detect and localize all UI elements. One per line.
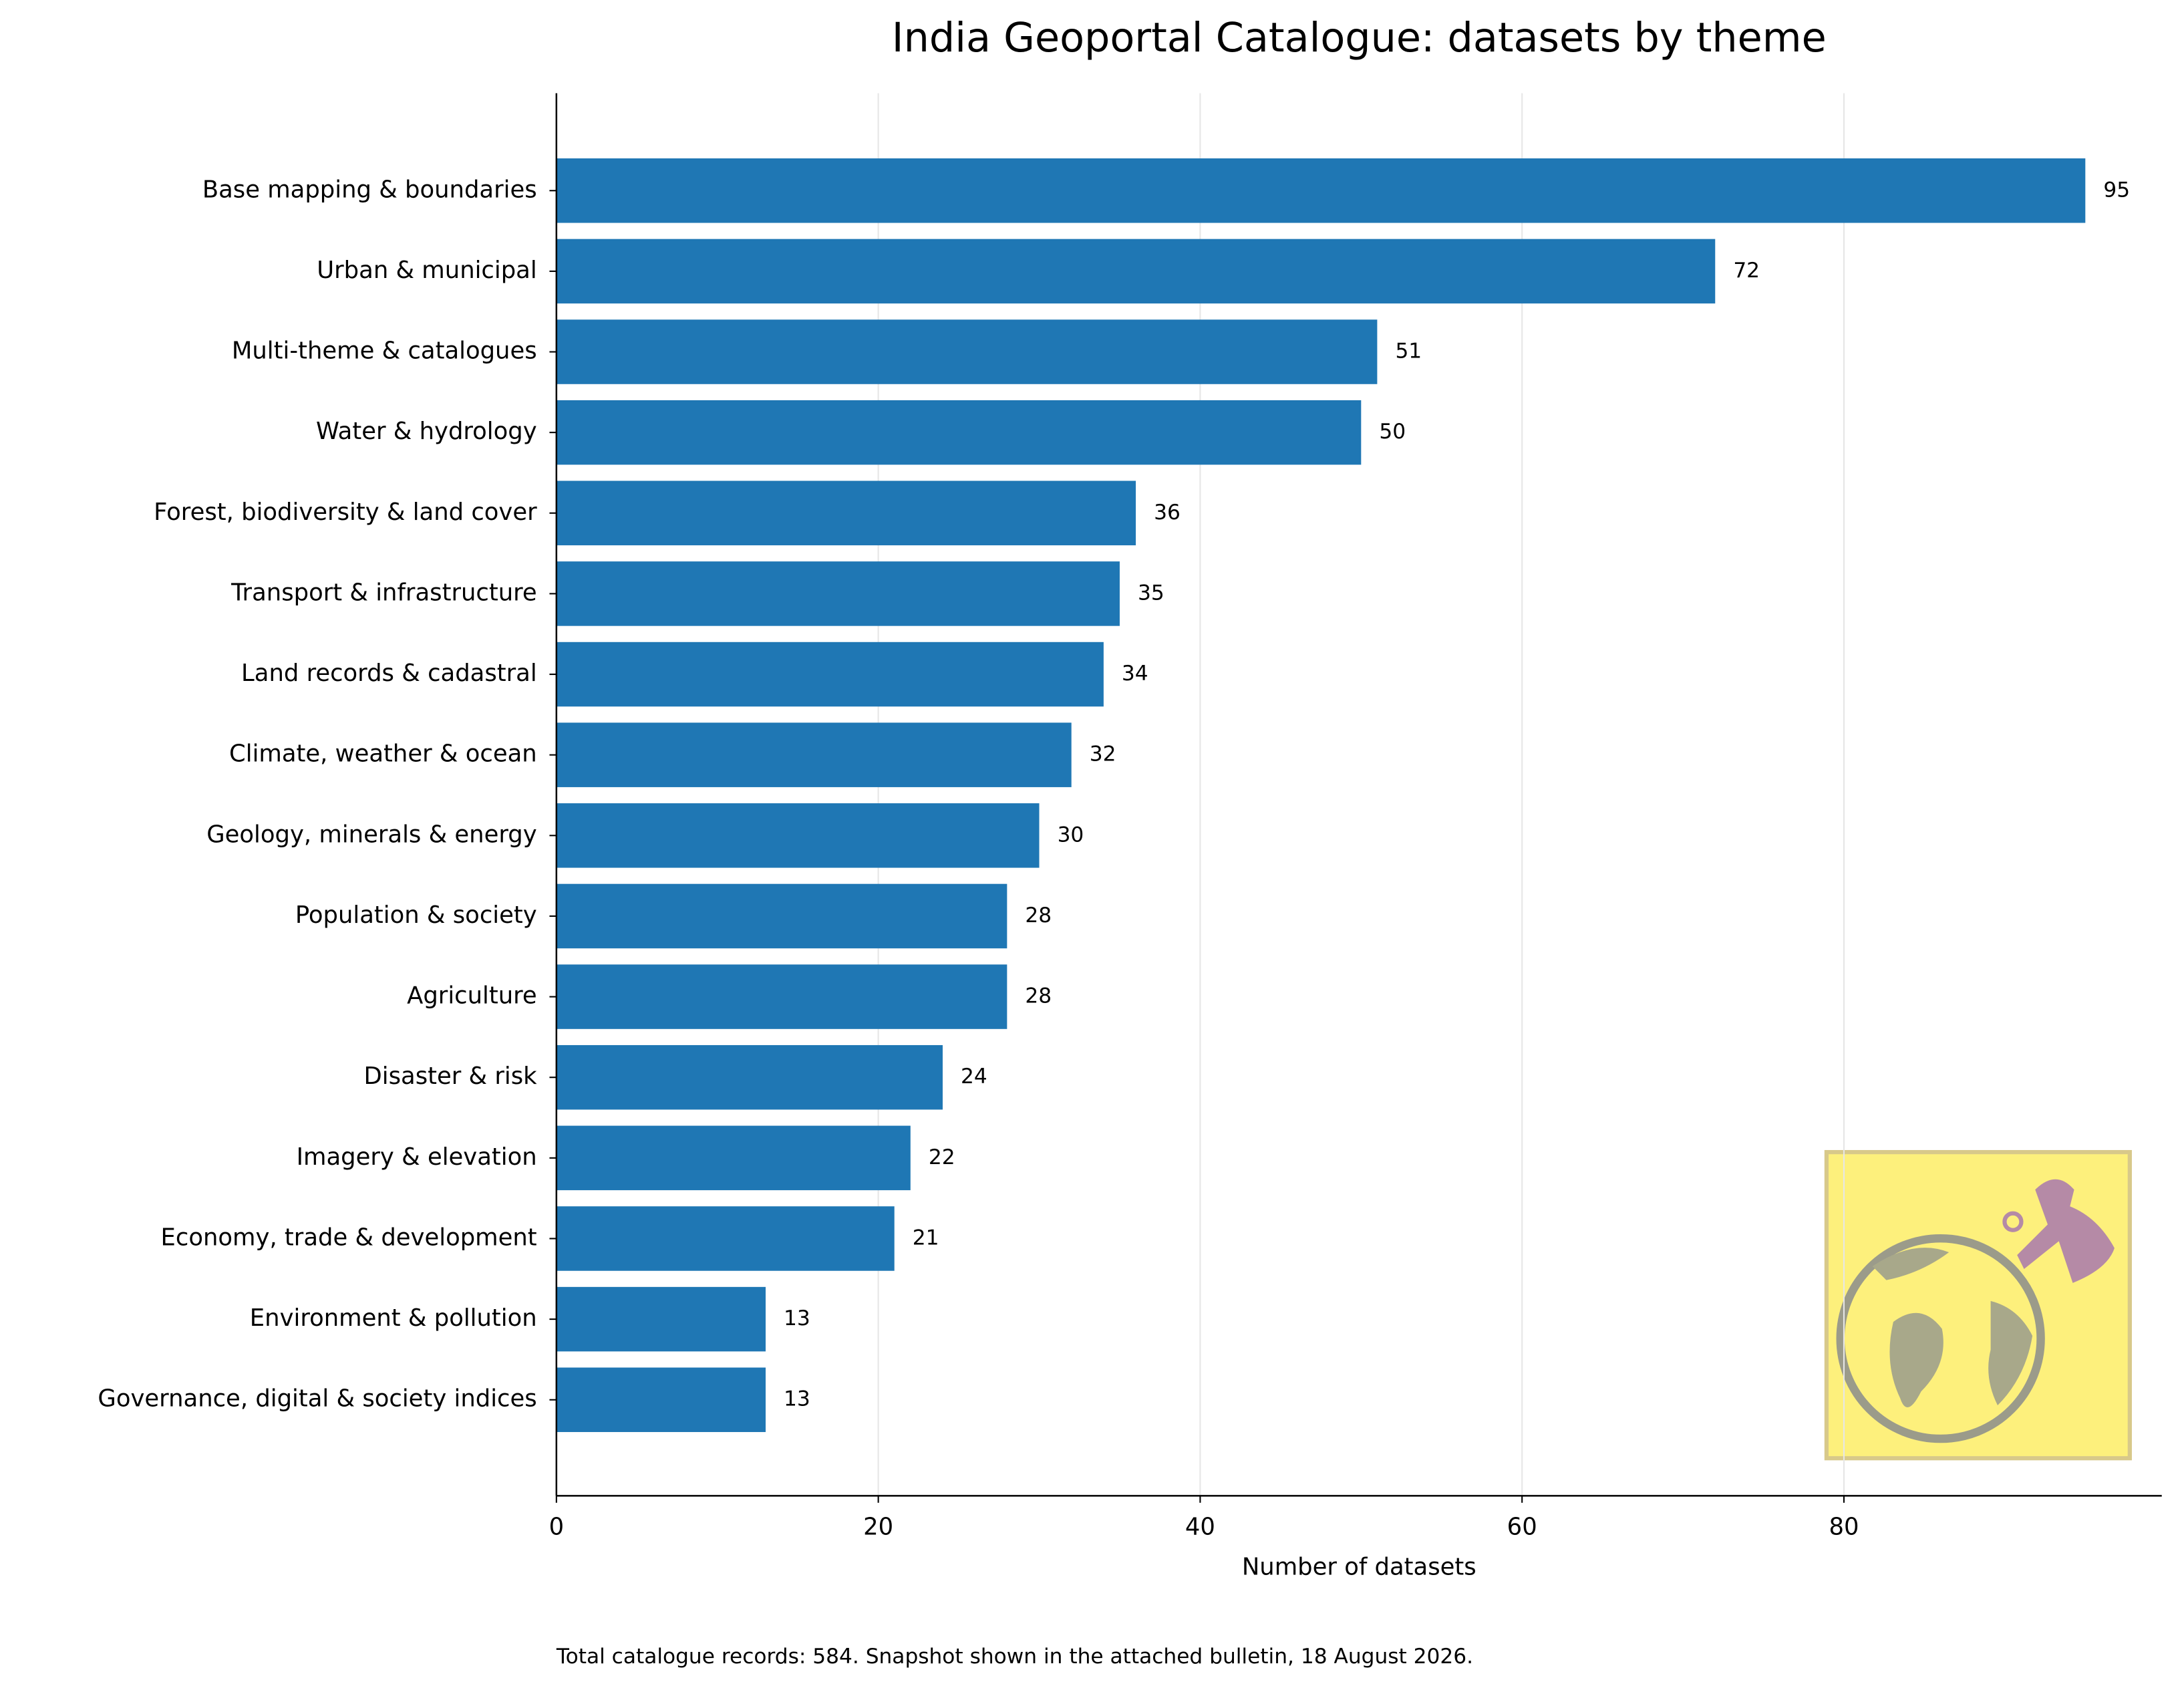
y-tick-label: Multi-theme & catalogues xyxy=(232,337,537,365)
x-axis-label: Number of datasets xyxy=(1242,1554,1476,1581)
bar xyxy=(556,1206,895,1271)
bar xyxy=(556,480,1136,546)
value-label: 35 xyxy=(1138,581,1164,605)
value-label: 95 xyxy=(2103,178,2130,202)
bar xyxy=(556,239,1716,304)
bar xyxy=(556,1044,943,1110)
bar xyxy=(556,1286,766,1352)
bar xyxy=(556,964,1007,1029)
y-tick-label: Economy, trade & development xyxy=(161,1224,537,1251)
y-tick-label: Imagery & elevation xyxy=(297,1143,537,1171)
value-label: 51 xyxy=(1395,339,1422,364)
bar xyxy=(556,803,1040,868)
y-tick-label: Population & society xyxy=(295,901,537,929)
x-tick-label: 40 xyxy=(1185,1513,1215,1540)
x-tick-label: 80 xyxy=(1829,1513,1859,1540)
value-label: 36 xyxy=(1154,501,1181,525)
y-tick-label: Transport & infrastructure xyxy=(230,579,537,606)
x-tick-label: 0 xyxy=(549,1513,565,1540)
value-label: 32 xyxy=(1090,742,1116,766)
value-label: 50 xyxy=(1379,420,1406,444)
bar xyxy=(556,1367,766,1432)
y-tick-label: Disaster & risk xyxy=(364,1063,538,1090)
bar xyxy=(556,561,1120,626)
value-label: 72 xyxy=(1733,259,1760,283)
y-tick-label: Land records & cadastral xyxy=(241,660,537,687)
y-tick-label: Water & hydrology xyxy=(316,418,537,445)
y-tick-label: Geology, minerals & energy xyxy=(206,821,536,848)
bar xyxy=(556,158,2086,223)
bar xyxy=(556,319,1378,384)
value-label: 21 xyxy=(913,1226,939,1250)
chart-title: India Geoportal Catalogue: datasets by t… xyxy=(892,15,1827,61)
footnote: Total catalogue records: 584. Snapshot s… xyxy=(556,1645,1473,1669)
value-label: 30 xyxy=(1058,823,1084,847)
y-tick-label: Governance, digital & society indices xyxy=(98,1385,536,1413)
value-label: 13 xyxy=(784,1387,810,1411)
bar xyxy=(556,722,1072,787)
y-tick-label: Urban & municipal xyxy=(317,257,536,284)
bar xyxy=(556,400,1362,465)
y-tick-label: Forest, biodiversity & land cover xyxy=(154,499,537,526)
value-label: 28 xyxy=(1025,984,1052,1008)
y-tick-label: Climate, weather & ocean xyxy=(229,740,537,768)
bar xyxy=(556,883,1007,949)
y-tick-label: Environment & pollution xyxy=(250,1304,537,1332)
value-label: 13 xyxy=(784,1306,810,1330)
value-label: 34 xyxy=(1122,662,1148,686)
y-tick-label: Base mapping & boundaries xyxy=(202,176,537,203)
y-tick-label: Agriculture xyxy=(407,982,537,1010)
value-label: 24 xyxy=(961,1065,987,1089)
bar xyxy=(556,642,1104,707)
x-tick-label: 20 xyxy=(863,1513,893,1540)
value-label: 28 xyxy=(1025,903,1052,928)
logo xyxy=(1824,1149,2132,1461)
value-label: 22 xyxy=(929,1145,955,1169)
bar xyxy=(556,1125,911,1191)
x-tick-label: 60 xyxy=(1507,1513,1537,1540)
